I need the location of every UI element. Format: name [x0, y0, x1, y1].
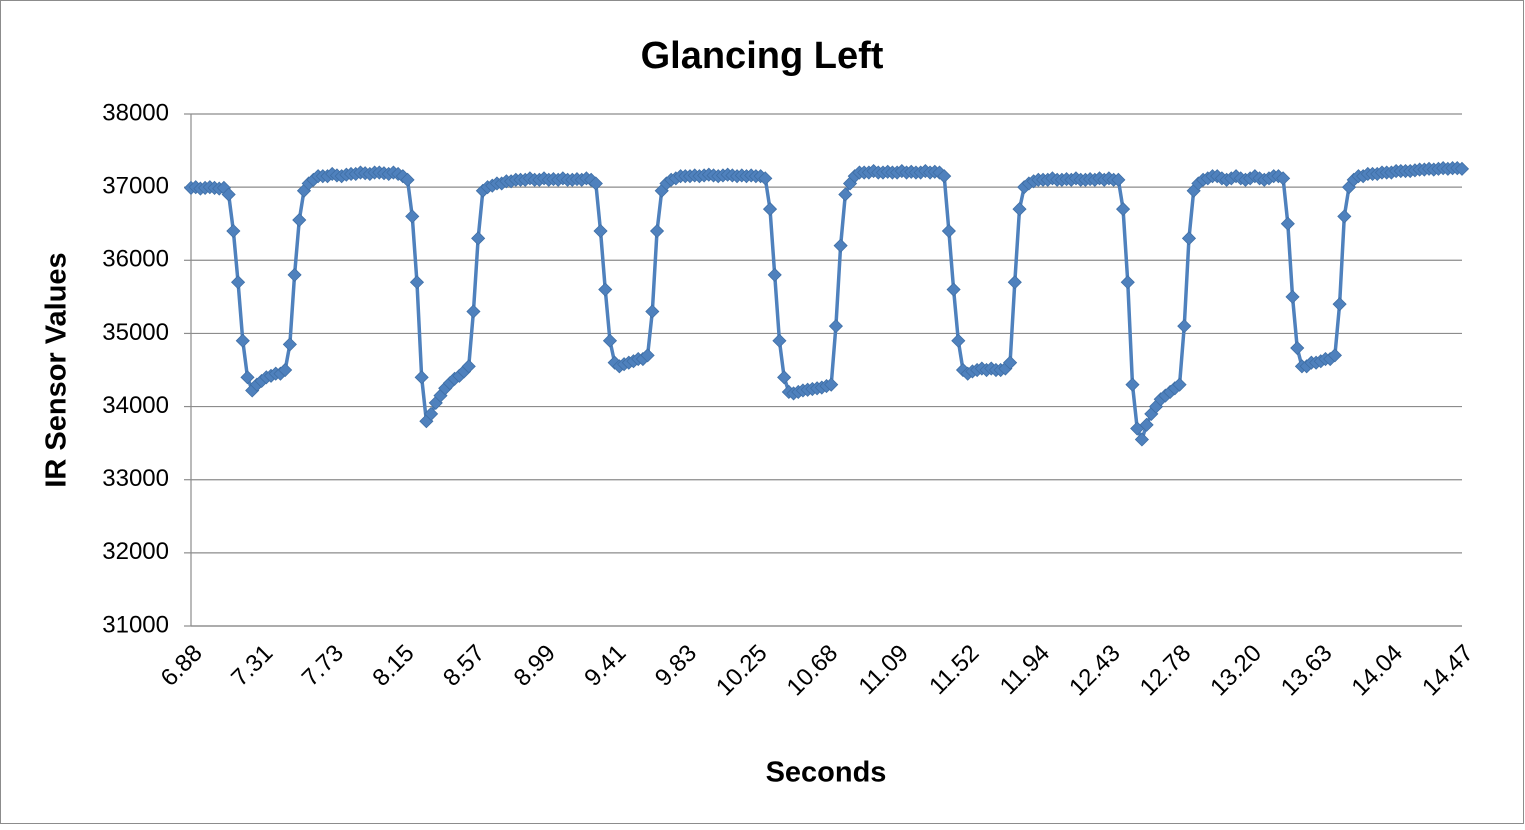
- y-tick-label: 35000: [102, 319, 169, 346]
- data-point: [409, 275, 425, 290]
- data-point: [772, 333, 787, 348]
- data-point: [602, 333, 618, 348]
- x-axis-title: Seconds: [766, 757, 887, 789]
- data-point: [1327, 348, 1342, 363]
- data-point: [1280, 216, 1295, 231]
- data-point: [1003, 355, 1018, 370]
- data-point: [758, 171, 773, 186]
- data-point: [762, 202, 778, 217]
- data-point: [235, 333, 250, 348]
- data-point: [824, 377, 839, 392]
- data-point: [292, 212, 307, 228]
- data-point: [828, 319, 843, 334]
- data-point: [1134, 432, 1149, 447]
- data-point: [400, 172, 415, 187]
- data-point: [287, 267, 302, 282]
- data-point: [1012, 202, 1027, 217]
- data-point: [640, 348, 655, 363]
- data-point: [951, 333, 966, 348]
- data-point: [221, 187, 236, 202]
- y-tick-label: 33000: [102, 465, 169, 492]
- data-point: [937, 169, 952, 184]
- data-point: [1116, 202, 1131, 217]
- data-point: [1337, 209, 1352, 224]
- data-point: [240, 370, 255, 385]
- data-point: [466, 304, 481, 319]
- y-tick-label: 36000: [102, 246, 169, 273]
- y-axis-title: IR Sensor Values: [41, 252, 73, 487]
- data-point: [405, 209, 420, 224]
- y-tick-label: 34000: [102, 392, 169, 419]
- chart-title: Glancing Left: [641, 35, 884, 77]
- data-point: [588, 176, 603, 191]
- y-tick-label: 31000: [102, 611, 169, 638]
- data-point: [649, 223, 665, 239]
- data-point: [461, 359, 476, 374]
- data-point: [226, 223, 241, 239]
- data-point: [1007, 275, 1022, 290]
- data-point: [1276, 171, 1291, 186]
- data-point: [1120, 275, 1135, 290]
- data-point: [282, 337, 297, 352]
- data-point: [1332, 297, 1347, 312]
- data-point: [471, 231, 486, 246]
- data-point: [231, 275, 246, 290]
- data-point: [767, 267, 782, 282]
- y-tick-label: 38000: [102, 99, 169, 126]
- data-point: [645, 304, 660, 319]
- data-point: [1285, 289, 1300, 304]
- data-point: [1139, 417, 1154, 432]
- data-point: [946, 282, 961, 297]
- data-point: [838, 187, 853, 202]
- data-point: [593, 223, 608, 239]
- data-point: [1125, 377, 1140, 392]
- y-tick-label: 37000: [102, 172, 169, 199]
- data-point: [278, 362, 293, 378]
- plot-area: [183, 161, 1470, 447]
- data-point: [414, 370, 429, 385]
- data-point: [1177, 319, 1192, 334]
- data-point: [1454, 161, 1470, 176]
- data-point: [424, 406, 439, 421]
- data-point: [1111, 172, 1126, 187]
- data-point: [941, 223, 956, 239]
- y-tick-label: 32000: [102, 538, 169, 565]
- data-point: [833, 238, 848, 253]
- data-point: [777, 370, 792, 385]
- data-point: [1290, 340, 1305, 356]
- data-point: [598, 282, 613, 297]
- data-point: [1172, 377, 1187, 392]
- data-point: [1181, 231, 1197, 246]
